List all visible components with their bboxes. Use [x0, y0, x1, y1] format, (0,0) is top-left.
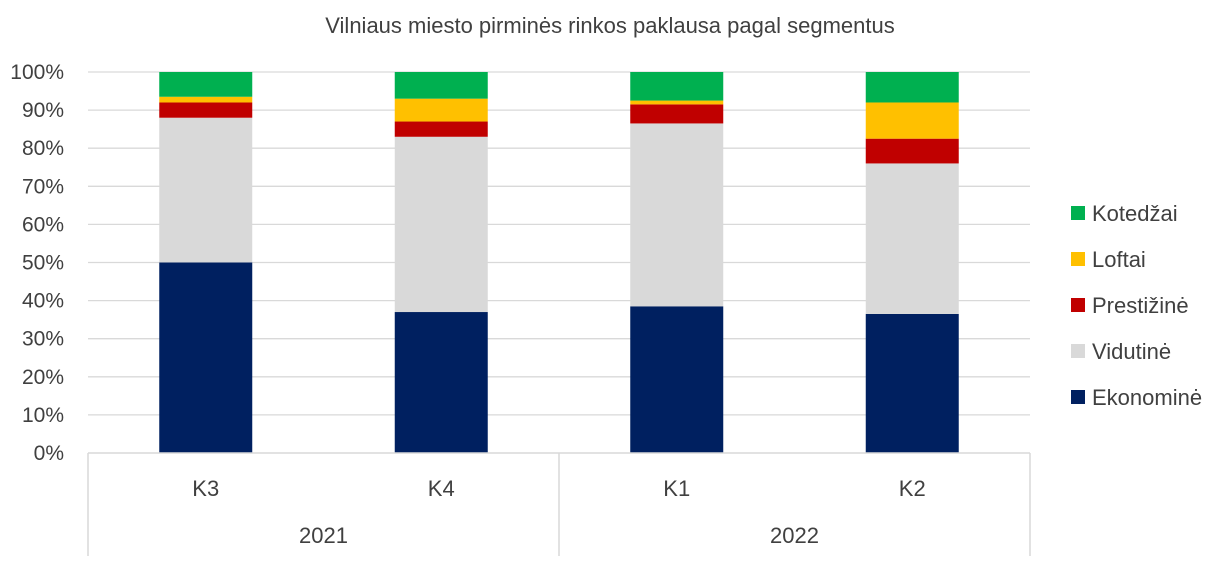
chart-title: Vilniaus miesto pirminės rinkos paklausa…: [325, 13, 894, 38]
legend-swatch: [1071, 252, 1085, 266]
x-group-label: 2022: [770, 523, 819, 548]
legend-label: Vidutinė: [1092, 339, 1171, 364]
legend-swatch: [1071, 298, 1085, 312]
bar-segment: [865, 102, 959, 139]
x-tick-label: K3: [192, 476, 219, 501]
y-tick-label: 50%: [22, 252, 64, 275]
bar-segment: [394, 136, 488, 313]
y-tick-label: 80%: [22, 137, 64, 160]
legend-label: Loftai: [1092, 247, 1146, 272]
bar-segment: [865, 163, 959, 314]
bar-segment: [159, 96, 253, 103]
bar-segment: [159, 262, 253, 453]
y-tick-label: 100%: [10, 61, 64, 84]
x-group-label: 2021: [299, 523, 348, 548]
bar-segment: [159, 72, 253, 97]
y-tick-label: 10%: [22, 404, 64, 427]
y-tick-label: 70%: [22, 175, 64, 198]
bar-segment: [394, 312, 488, 453]
bar-segment: [865, 72, 959, 103]
legend-swatch: [1071, 206, 1085, 220]
x-tick-label: K2: [899, 476, 926, 501]
y-tick-label: 40%: [22, 290, 64, 313]
legend-label: Ekonominė: [1092, 385, 1202, 410]
bar-segment: [630, 104, 724, 124]
legend: Kotedžai Loftai Prestižinė Vidutinė Ekonomin…: [1071, 201, 1202, 410]
legend-swatch: [1071, 344, 1085, 358]
bar-segment: [865, 313, 959, 453]
x-tick-label: K1: [663, 476, 690, 501]
y-tick-label: 30%: [22, 328, 64, 351]
y-tick-label: 20%: [22, 366, 64, 389]
bar-segment: [630, 100, 724, 105]
bar-segment: [630, 72, 724, 101]
y-axis-ticks: 0% 10% 20% 30% 40% 50% 60% 70% 80% 90% 100%: [10, 61, 64, 465]
bar-segment: [394, 121, 488, 137]
bar-segment: [865, 138, 959, 164]
bar-segment: [630, 306, 724, 453]
bar-segment: [159, 102, 253, 118]
legend-swatch: [1071, 390, 1085, 404]
legend-label: Kotedžai: [1092, 201, 1178, 226]
y-tick-label: 60%: [22, 213, 64, 236]
y-tick-label: 0%: [34, 442, 64, 465]
bar-segment: [159, 117, 253, 263]
legend-label: Prestižinė: [1092, 293, 1189, 318]
bars: [159, 72, 959, 453]
bar-segment: [630, 123, 724, 307]
bar-segment: [394, 98, 488, 122]
bar-segment: [394, 72, 488, 99]
y-tick-label: 90%: [22, 99, 64, 122]
x-tick-label: K4: [428, 476, 455, 501]
x-axis: K3 K4 K1 K2 2021 2022: [87, 452, 1031, 556]
